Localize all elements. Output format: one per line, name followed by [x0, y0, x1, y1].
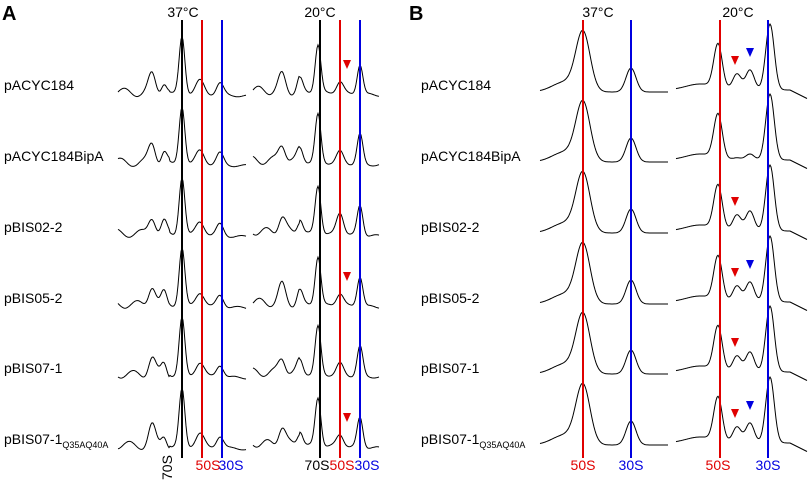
sample-label-b-6: pBIS07-1Q35AQ40A — [421, 431, 525, 450]
red-arrow-a-20-row-4 — [343, 272, 351, 281]
sample-label-b-3: pBIS02-2 — [421, 219, 480, 235]
trace-b-37-row-1 — [539, 29, 668, 93]
trace-a-20-row-2 — [252, 111, 380, 167]
blue-arrow-b-20-row-1 — [746, 48, 754, 57]
lane-label-a-30s-2: 30S — [355, 457, 380, 473]
trace-b-20-row-6 — [675, 375, 808, 452]
red-arrow-b-20-row-3 — [731, 197, 739, 206]
blue-arrow-b-20-row-6 — [746, 401, 754, 410]
red-arrow-b-20-row-1 — [731, 56, 739, 65]
red-arrow-b-20-row-6 — [731, 409, 739, 418]
sample-label-a-3: pBIS02-2 — [4, 219, 63, 235]
red-arrow-a-20-row-6 — [343, 413, 351, 422]
trace-a-20-row-6 — [252, 396, 380, 449]
trace-a-20-row-5 — [252, 323, 380, 379]
lane-label-a-50s-2: 50S — [330, 457, 355, 473]
lane-label-b-50s-1: 50S — [571, 457, 596, 473]
lane-label-b-50s-2: 50S — [706, 457, 731, 473]
trace-b-37-row-4 — [539, 241, 668, 305]
red-arrow-b-20-row-5 — [731, 338, 739, 347]
sample-label-b-2: pACYC184BipA — [421, 148, 521, 164]
red-arrow-a-20-row-1 — [343, 60, 351, 69]
sample-label-b-6-sub: Q35AQ40A — [479, 440, 525, 450]
trace-b-20-row-5 — [675, 304, 808, 381]
sample-label-a-6-sub: Q35AQ40A — [62, 440, 108, 450]
trace-b-37-row-3 — [539, 170, 668, 234]
trace-b-20-row-4 — [675, 234, 808, 311]
trace-b-37-row-2 — [539, 99, 668, 163]
red-arrow-b-20-row-4 — [731, 268, 739, 277]
sample-label-a-2: pACYC184BipA — [4, 148, 104, 164]
panel-letter-a: A — [2, 3, 16, 25]
trace-b-37-row-6 — [539, 382, 668, 446]
lane-label-a-50s-1: 50S — [196, 457, 221, 473]
panel-letter-b: B — [409, 3, 423, 25]
trace-b-20-row-1 — [675, 22, 808, 99]
sample-label-b-4: pBIS05-2 — [421, 290, 480, 306]
lane-label-a-70s-2: 70S — [305, 457, 330, 473]
lane-label-a-30s-1: 30S — [219, 457, 244, 473]
trace-a-20-row-4 — [252, 255, 380, 309]
sample-label-a-6-name: pBIS07-1 — [4, 431, 63, 447]
temp-a-37: 37°C — [167, 4, 198, 20]
trace-b-20-row-3 — [675, 163, 808, 240]
lane-label-b-30s-1: 30S — [619, 457, 644, 473]
temp-b-20: 20°C — [722, 4, 753, 20]
temp-b-37: 37°C — [582, 4, 613, 20]
sample-label-a-6: pBIS07-1Q35AQ40A — [4, 431, 108, 450]
trace-b-20-row-2 — [675, 92, 808, 169]
sample-label-a-5: pBIS07-1 — [4, 360, 63, 376]
blue-arrow-b-20-row-4 — [746, 260, 754, 269]
sample-label-b-6-name: pBIS07-1 — [421, 431, 480, 447]
trace-b-37-row-5 — [539, 311, 668, 375]
sample-label-b-1: pACYC184 — [421, 77, 491, 93]
sample-label-a-1: pACYC184 — [4, 77, 74, 93]
lane-label-b-30s-2: 30S — [756, 457, 781, 473]
trace-a-20-row-1 — [252, 43, 380, 97]
arrow-group — [343, 48, 754, 422]
temp-a-20: 20°C — [304, 4, 335, 20]
trace-a-20-row-3 — [252, 184, 380, 237]
sample-label-a-4: pBIS05-2 — [4, 290, 63, 306]
sample-label-b-5: pBIS07-1 — [421, 360, 480, 376]
lane-label-a-70s-1: 70S — [159, 455, 175, 480]
